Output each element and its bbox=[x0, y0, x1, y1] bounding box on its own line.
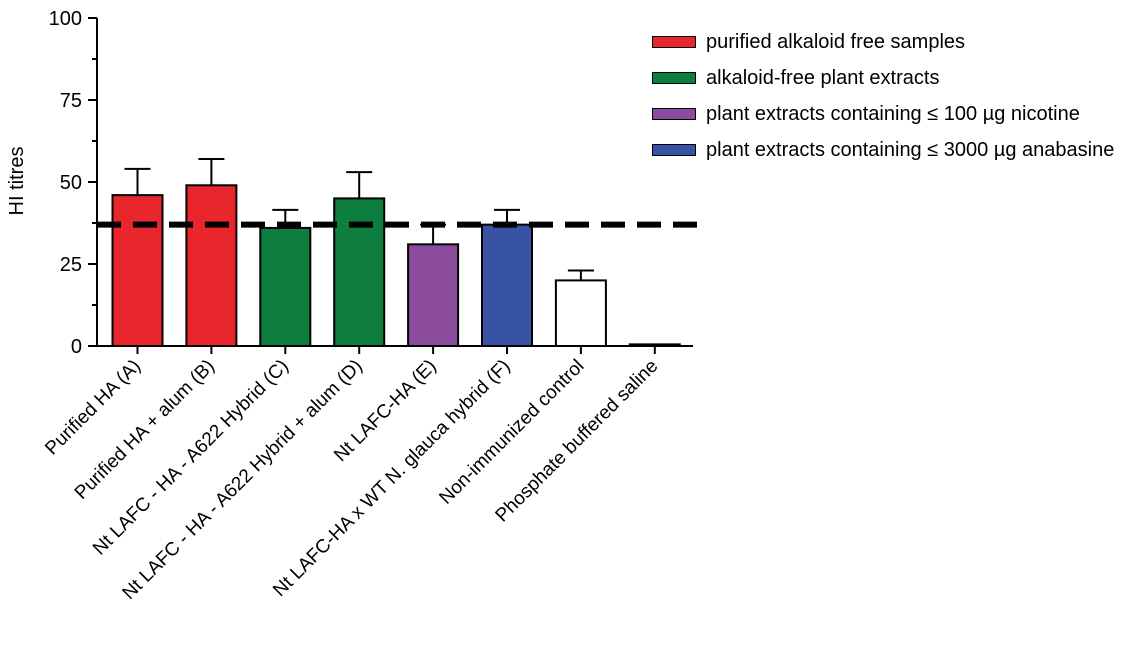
legend-label: alkaloid-free plant extracts bbox=[706, 67, 939, 90]
y-tick-label: 75 bbox=[60, 90, 82, 112]
y-tick-label: 25 bbox=[60, 254, 82, 276]
bar bbox=[334, 198, 384, 346]
y-tick-label: 50 bbox=[60, 172, 82, 194]
legend-swatch bbox=[652, 108, 696, 120]
y-tick-label: 0 bbox=[71, 336, 82, 358]
legend-item: plant extracts containing ≤ 100 µg nicot… bbox=[652, 96, 1114, 132]
legend-label: plant extracts containing ≤ 100 µg nicot… bbox=[706, 103, 1080, 126]
x-tick-label: Non-immunized control bbox=[435, 356, 588, 509]
legend-swatch bbox=[652, 72, 696, 84]
x-tick-labels: Purified HA (A)Purified HA + alum (B)Nt … bbox=[41, 356, 662, 604]
legend-item: purified alkaloid free samples bbox=[652, 24, 1114, 60]
bars bbox=[113, 185, 680, 346]
bar bbox=[556, 280, 606, 346]
bar bbox=[260, 228, 310, 346]
legend-item: alkaloid-free plant extracts bbox=[652, 60, 1114, 96]
bar bbox=[186, 185, 236, 346]
legend-item: plant extracts containing ≤ 3000 µg anab… bbox=[652, 132, 1114, 168]
bar bbox=[630, 344, 680, 346]
legend-swatch bbox=[652, 144, 696, 156]
x-tick-label: Purified HA + alum (B) bbox=[71, 356, 219, 504]
y-tick-label: 100 bbox=[49, 8, 82, 30]
bar bbox=[113, 195, 163, 346]
bar bbox=[408, 244, 458, 346]
legend: purified alkaloid free samples alkaloid-f… bbox=[652, 24, 1114, 168]
legend-swatch bbox=[652, 36, 696, 48]
y-axis-label: HI titres bbox=[6, 147, 28, 216]
bar bbox=[482, 225, 532, 346]
legend-label: plant extracts containing ≤ 3000 µg anab… bbox=[706, 139, 1114, 162]
legend-label: purified alkaloid free samples bbox=[706, 31, 965, 54]
